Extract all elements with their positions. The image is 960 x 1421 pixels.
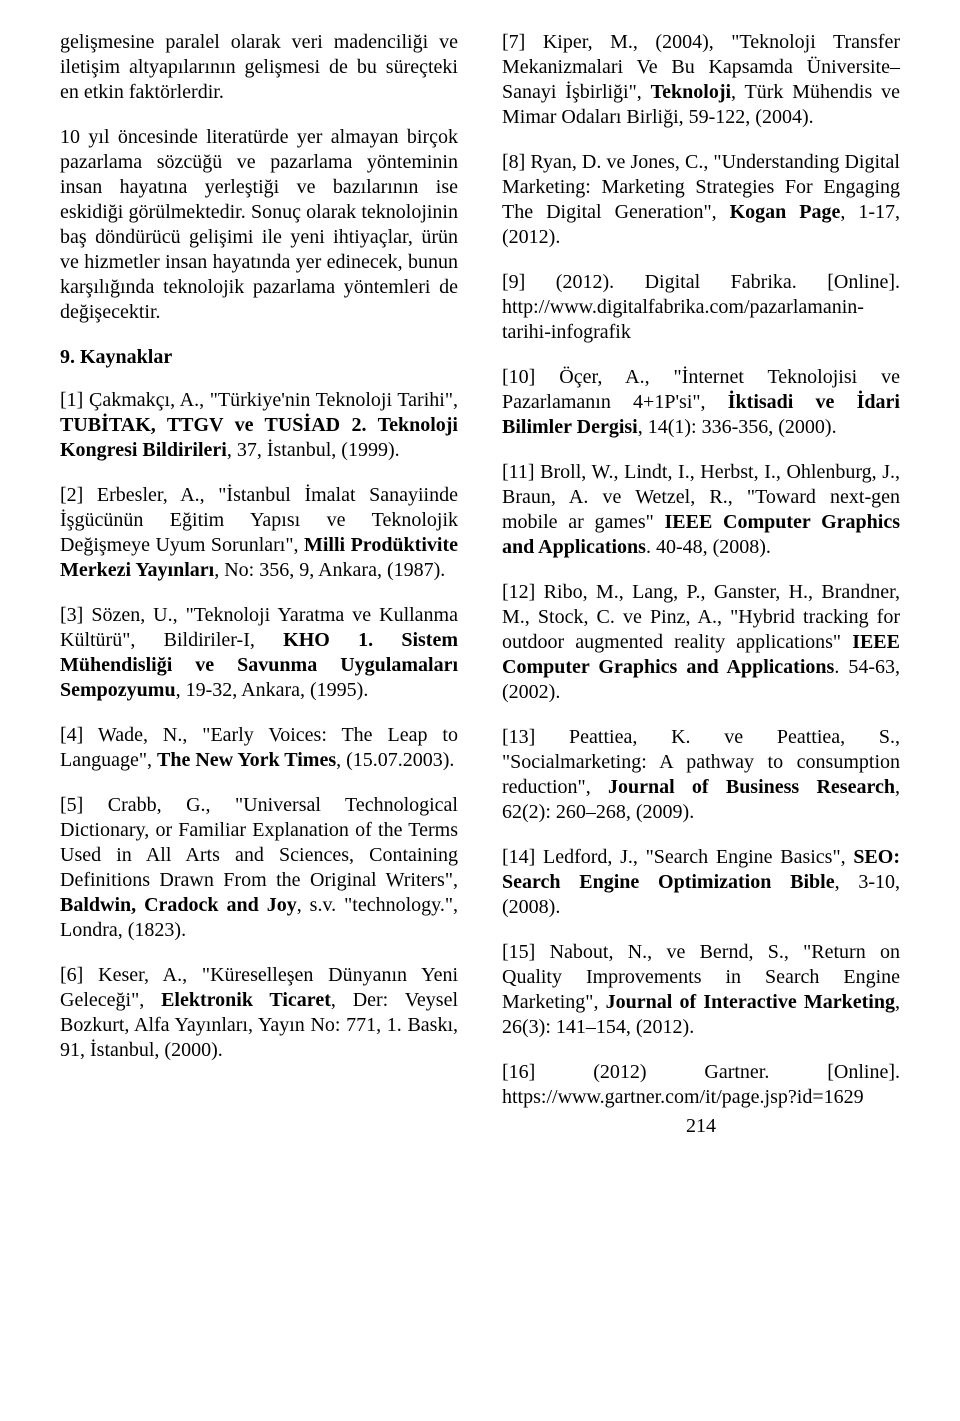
reference-item: [1] Çakmakçı, A., "Türkiye'nin Teknoloji… (60, 388, 458, 463)
ref-text: [14] Ledford, J., "Search Engine Basics"… (502, 846, 853, 868)
reference-item: [4] Wade, N., "Early Voices: The Leap to… (60, 723, 458, 773)
ref-text: [1] Çakmakçı, A., "Türkiye'nin Teknoloji… (60, 389, 458, 411)
reference-item: [8] Ryan, D. ve Jones, C., "Understandin… (502, 150, 900, 250)
page-number: 214 (502, 1114, 900, 1139)
ref-text: , No: 356, 9, Ankara, (1987). (214, 559, 445, 581)
ref-text: , 19-32, Ankara, (1995). (176, 679, 369, 701)
ref-bold: Elektronik Ticaret (161, 989, 331, 1011)
ref-text: , 14(1): 336-356, (2000). (638, 416, 837, 438)
body-paragraph: gelişmesine paralel olarak veri madencil… (60, 30, 458, 105)
reference-item: [3] Sözen, U., "Teknoloji Yaratma ve Kul… (60, 603, 458, 703)
reference-item: [16] (2012) Gartner. [Online]. https://w… (502, 1060, 900, 1110)
ref-bold: Journal of Interactive Marketing (606, 991, 895, 1013)
page: gelişmesine paralel olarak veri madencil… (0, 0, 960, 1169)
reference-item: [5] Crabb, G., "Universal Technological … (60, 793, 458, 943)
reference-item: [10] Öçer, A., "İnternet Teknolojisi ve … (502, 365, 900, 440)
ref-text: , 37, İstanbul, (1999). (227, 439, 400, 461)
ref-bold: Kogan Page (730, 201, 841, 223)
reference-item: [11] Broll, W., Lindt, I., Herbst, I., O… (502, 460, 900, 560)
reference-item: [13] Peattiea, K. ve Peattiea, S., "Soci… (502, 725, 900, 825)
left-column: gelişmesine paralel olarak veri madencil… (60, 30, 458, 1139)
reference-item: [6] Keser, A., "Küreselleşen Dünyanın Ye… (60, 963, 458, 1063)
right-column: [7] Kiper, M., (2004), "Teknoloji Transf… (502, 30, 900, 1139)
ref-text: , (15.07.2003). (336, 749, 454, 771)
ref-text: [5] Crabb, G., "Universal Technological … (60, 794, 458, 891)
ref-bold: Journal of Business Research (608, 776, 895, 798)
ref-text: . 40-48, (2008). (646, 536, 771, 558)
ref-bold: The New York Times (157, 749, 336, 771)
body-paragraph: 10 yıl öncesinde literatürde yer almayan… (60, 125, 458, 325)
reference-item: [9] (2012). Digital Fabrika. [Online]. h… (502, 270, 900, 345)
reference-item: [14] Ledford, J., "Search Engine Basics"… (502, 845, 900, 920)
ref-bold: Teknoloji (651, 81, 731, 103)
ref-bold: Baldwin, Cradock and Joy (60, 894, 297, 916)
section-title-kaynaklar: 9. Kaynaklar (60, 345, 458, 370)
reference-item: [7] Kiper, M., (2004), "Teknoloji Transf… (502, 30, 900, 130)
reference-item: [15] Nabout, N., ve Bernd, S., "Return o… (502, 940, 900, 1040)
reference-item: [2] Erbesler, A., "İstanbul İmalat Sanay… (60, 483, 458, 583)
reference-item: [12] Ribo, M., Lang, P., Ganster, H., Br… (502, 580, 900, 705)
ref-text: [12] Ribo, M., Lang, P., Ganster, H., Br… (502, 581, 900, 653)
